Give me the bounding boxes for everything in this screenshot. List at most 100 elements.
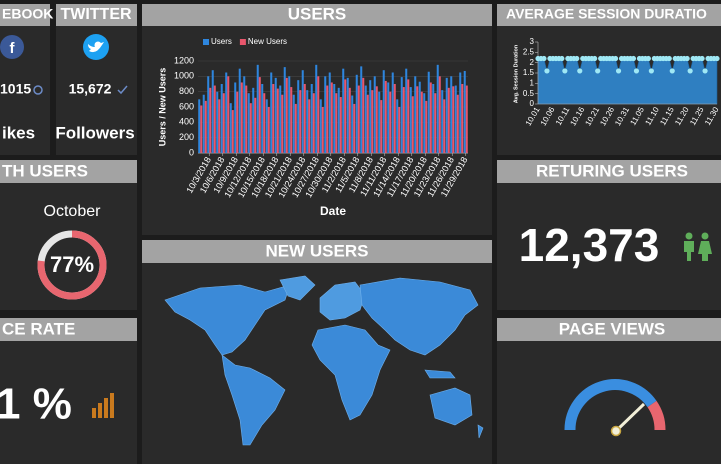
bar [342, 68, 345, 153]
bar [306, 90, 309, 153]
bar [456, 94, 459, 153]
australia [429, 387, 473, 426]
bar [396, 99, 399, 153]
north-america [164, 284, 291, 356]
y-tick-label: 0.5 [523, 89, 535, 98]
icon-bar [104, 398, 108, 418]
bar [364, 85, 367, 153]
y-tick-label: 800 [179, 86, 194, 96]
bar [339, 97, 342, 153]
bar [270, 72, 273, 153]
y-tick-label: 600 [179, 101, 194, 111]
panel-title: AVERAGE SESSION DURATIO [506, 6, 707, 22]
bar [355, 74, 358, 153]
icon-bar [92, 408, 96, 418]
bar [326, 85, 329, 153]
y-tick-label: 200 [179, 132, 194, 142]
y-tick-label: 1200 [174, 55, 194, 65]
bar [281, 94, 284, 153]
bar [267, 107, 270, 153]
facebook-icon-letter: f [10, 40, 16, 57]
panel-header [0, 4, 50, 26]
bar [400, 77, 403, 153]
panel-title: TWITTER [60, 6, 132, 23]
bar [369, 80, 372, 153]
facebook-panel [0, 4, 50, 155]
bar [351, 95, 354, 153]
bar [423, 93, 426, 153]
bar [346, 77, 349, 153]
bar [315, 64, 318, 153]
bar [378, 91, 381, 153]
panel-header [497, 318, 721, 341]
likes-label: ikes [2, 123, 35, 142]
bar [297, 80, 300, 153]
bar [425, 100, 428, 153]
followers-label: Followers [55, 123, 134, 142]
bar [434, 93, 437, 153]
bar [459, 72, 462, 153]
bar [382, 70, 385, 153]
bar [227, 76, 230, 153]
bar [283, 67, 286, 153]
point [562, 68, 568, 74]
bar [247, 93, 250, 153]
bar [348, 87, 351, 153]
bar [391, 72, 394, 153]
bar [258, 77, 261, 153]
likes-count: 1015 [0, 81, 31, 97]
bar [335, 93, 338, 153]
bar [324, 76, 327, 153]
bar [321, 107, 324, 153]
point [612, 55, 619, 62]
panel-header [0, 318, 137, 341]
legend-swatch [239, 39, 246, 45]
bar [420, 91, 423, 153]
panel-title: CE RATE [2, 319, 75, 338]
bounce-panel [0, 318, 137, 464]
bar [360, 66, 363, 153]
twitter-bird [88, 41, 104, 53]
bar [373, 76, 376, 153]
point [541, 55, 547, 62]
africa [311, 324, 391, 421]
panel-title: USERS [288, 4, 347, 23]
point [666, 55, 672, 62]
point [702, 68, 708, 74]
twitter-panel [56, 4, 137, 155]
panel-header [497, 4, 721, 26]
legend-swatch [203, 39, 209, 45]
y-tick-label: 3 [530, 37, 535, 46]
bar [252, 87, 255, 153]
indonesia [424, 369, 456, 379]
bar [393, 84, 396, 153]
bar [310, 84, 313, 153]
bar [207, 76, 210, 153]
new-zealand [477, 424, 484, 439]
panel-title: TH USERS [2, 161, 88, 180]
point [684, 55, 690, 62]
europe [319, 281, 366, 321]
bar [427, 71, 430, 153]
point [714, 55, 720, 62]
world-map [164, 275, 484, 446]
bar [256, 64, 259, 153]
gauge-arc [564, 379, 657, 431]
bar [438, 76, 441, 153]
check-icon [117, 85, 128, 95]
bar [337, 87, 340, 153]
bar [294, 103, 297, 153]
gauge-arc-end [647, 400, 666, 431]
legend-label: Users [211, 37, 232, 46]
bar [213, 85, 216, 153]
point [595, 68, 601, 74]
globe-icon [33, 85, 43, 95]
bar [204, 100, 207, 153]
bar [353, 103, 356, 153]
panel-header [0, 160, 137, 183]
legend-label: New Users [248, 37, 287, 46]
greenland [279, 275, 316, 301]
donut-arc [37, 230, 107, 300]
bar [265, 99, 268, 153]
bar [319, 99, 322, 153]
